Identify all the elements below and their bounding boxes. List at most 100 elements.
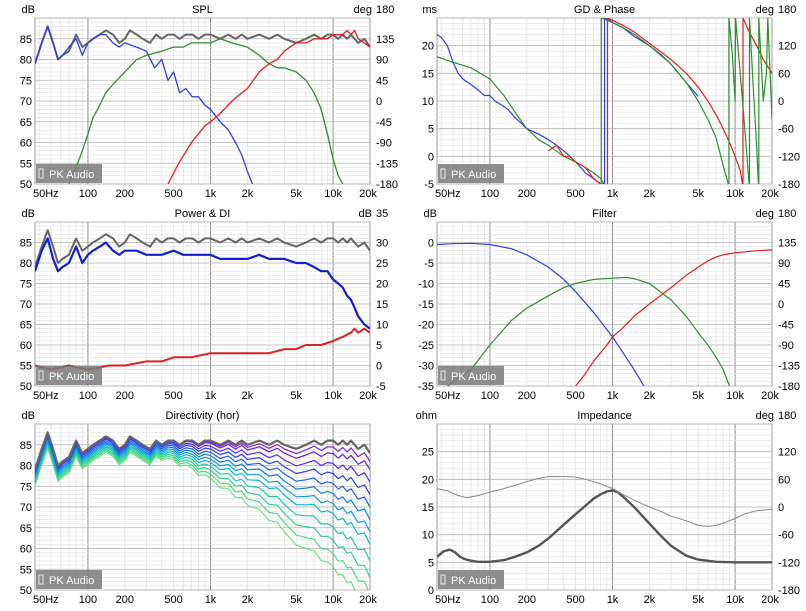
y2-tick-label: 0 <box>778 96 784 108</box>
series-group <box>35 25 370 184</box>
y2-tick-label: 35 <box>376 208 388 220</box>
y2-tick-label: 90 <box>376 55 388 67</box>
series-line <box>35 327 370 371</box>
y2-tick-label: 0 <box>376 96 382 108</box>
watermark-text: PK Audio <box>49 371 94 383</box>
x-tick-label: 1k <box>607 188 619 200</box>
watermark-box <box>36 366 102 385</box>
x-tick-label: 50Hz <box>435 188 461 200</box>
x-tick-label: 500 <box>164 594 182 606</box>
x-tick-label: 1k <box>205 594 217 606</box>
y2-tick-label: -180 <box>376 179 398 191</box>
x-tick-label: 5k <box>290 594 302 606</box>
watermark: PK Audio <box>36 570 102 589</box>
phase-series-line <box>606 18 772 184</box>
filter-chart: Filter dB deg -35 -30 -25 -20 -15 -10 -5 0 -180 -135… <box>418 208 800 402</box>
watermark-text: PK Audio <box>49 575 94 587</box>
x-tick-label: 5k <box>692 594 704 606</box>
series-group <box>437 242 772 386</box>
y-tick-label: 65 <box>20 523 32 535</box>
x-tick-label: 50Hz <box>33 594 59 606</box>
logo-icon <box>38 574 44 585</box>
y-tick-label: 0 <box>428 238 434 250</box>
logo-icon <box>440 370 446 381</box>
x-tick-label: 200 <box>518 188 536 200</box>
y2-tick-label: 30 <box>376 238 388 250</box>
y-tick-label: 75 <box>20 481 32 493</box>
y-tick-label: 60 <box>20 340 32 352</box>
x-tick-label: 20k <box>761 188 779 200</box>
y2-tick-label: -180 <box>778 179 800 191</box>
x-tick-label: 200 <box>116 594 134 606</box>
y2-tick-label: -45 <box>376 117 392 129</box>
x-tick-label: 500 <box>566 390 584 402</box>
x-tick-label: 10k <box>324 594 342 606</box>
y-axis-unit: ohm <box>416 410 437 422</box>
y-tick-label: -30 <box>418 361 434 373</box>
y-tick-label: 85 <box>20 34 32 46</box>
y2-axis-unit: deg <box>756 410 774 422</box>
x-tick-label: 20k <box>761 594 779 606</box>
watermark: PK Audio <box>438 570 504 589</box>
x-tick-label: 10k <box>324 188 342 200</box>
y2-tick-label: 45 <box>778 279 790 291</box>
y2-tick-label: 60 <box>778 474 790 486</box>
y2-tick-label: 90 <box>778 258 790 270</box>
watermark-box <box>36 570 102 589</box>
watermark-text: PK Audio <box>451 575 496 587</box>
y-tick-label: 50 <box>20 179 32 191</box>
y-tick-label: 20 <box>422 41 434 53</box>
x-tick-label: 50Hz <box>33 188 59 200</box>
y-tick-label: 5 <box>428 124 434 136</box>
x-tick-label: 1k <box>607 390 619 402</box>
y2-tick-label: 0 <box>376 361 382 373</box>
y-tick-label: 85 <box>20 238 32 250</box>
y2-tick-label: -180 <box>778 585 800 597</box>
y2-tick-label: 25 <box>376 258 388 270</box>
y2-tick-label: 20 <box>376 279 388 291</box>
phase-series-line <box>437 476 772 527</box>
chart-title: Impedance <box>577 410 631 422</box>
logo-icon <box>440 168 446 179</box>
watermark-box <box>438 570 504 589</box>
x-tick-label: 20k <box>359 594 377 606</box>
y-tick-label: 80 <box>20 258 32 270</box>
x-tick-label: 5k <box>290 188 302 200</box>
y2-tick-label: 5 <box>376 340 382 352</box>
power-di-chart: Power & DI dB dB 50 55 60 65 70 75 80 85 -5 0 5 10 15 20… <box>20 208 389 402</box>
y2-tick-label: -90 <box>376 138 392 150</box>
chart-title: Power & DI <box>175 208 231 220</box>
impedance-chart: Impedance ohm deg 0 5 10 15 20 25 -180 -120 -60 0 60 1… <box>416 410 800 606</box>
y-tick-label: 65 <box>20 320 32 332</box>
watermark-box <box>438 164 504 183</box>
chart-title: Directivity (hor) <box>166 410 240 422</box>
x-tick-label: 1k <box>205 390 217 402</box>
y-tick-label: 75 <box>20 75 32 87</box>
gd-phase-chart: GD & Phase ms deg -5 0 5 10 15 20 -180 -120 -60 0 60 1… <box>422 4 800 200</box>
y2-axis-unit: deg <box>756 208 774 220</box>
y-tick-label: -35 <box>418 381 434 393</box>
series-line <box>35 25 254 184</box>
y-tick-label: 70 <box>20 502 32 514</box>
y2-tick-label: 180 <box>376 4 394 16</box>
x-tick-label: 100 <box>481 390 499 402</box>
x-tick-label: 500 <box>164 188 182 200</box>
watermark: PK Audio <box>438 164 504 183</box>
x-tick-label: 10k <box>324 390 342 402</box>
watermark: PK Audio <box>36 164 102 183</box>
directivity-series-line <box>35 439 370 533</box>
watermark-box <box>438 366 504 385</box>
x-tick-label: 2k <box>242 390 254 402</box>
x-tick-label: 200 <box>116 188 134 200</box>
y-tick-label: 55 <box>20 158 32 170</box>
series-line <box>35 229 370 268</box>
y-axis-unit: dB <box>22 4 35 16</box>
y2-tick-label: 0 <box>778 299 784 311</box>
x-tick-label: 5k <box>290 390 302 402</box>
x-tick-label: 10k <box>726 390 744 402</box>
directivity-series-line <box>35 435 370 508</box>
x-tick-label: 50Hz <box>435 390 461 402</box>
grid <box>437 423 772 591</box>
y-tick-label: 15 <box>422 68 434 80</box>
x-tick-label: 200 <box>116 390 134 402</box>
